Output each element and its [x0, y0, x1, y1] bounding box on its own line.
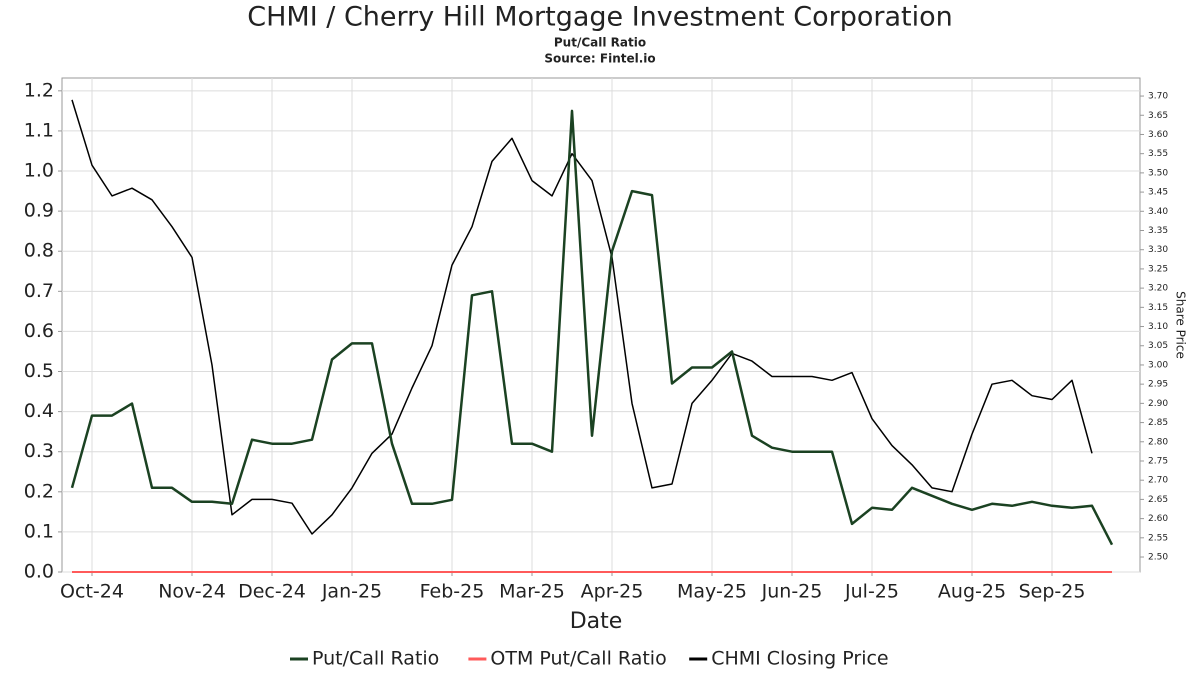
y2-tick-label: 3.30	[1148, 245, 1168, 255]
x-tick-label: Apr-25	[581, 581, 644, 603]
x-tick-label: Jul-25	[844, 581, 899, 603]
y-tick-label: 0.7	[24, 280, 54, 302]
y2-tick-label: 3.35	[1148, 226, 1168, 236]
y-tick-label: 0.4	[24, 400, 54, 422]
y2-tick-label: 3.00	[1148, 360, 1168, 370]
y2-tick-label: 3.25	[1148, 264, 1168, 274]
y-tick-label: 0.5	[24, 360, 54, 382]
y2-tick-label: 2.80	[1148, 437, 1168, 447]
y2-tick-label: 3.65	[1148, 111, 1168, 121]
y2-tick-label: 2.70	[1148, 476, 1168, 486]
y-tick-label: 1.2	[24, 79, 54, 101]
series-line	[70, 109, 1114, 546]
y2-tick-label: 2.85	[1148, 418, 1168, 428]
x-tick-label: Feb-25	[420, 581, 485, 603]
y-tick-label: 1.0	[24, 160, 54, 182]
legend-label: CHMI Closing Price	[711, 648, 888, 670]
x-tick-label: Mar-25	[499, 581, 565, 603]
chart-source: Source: Fintel.io	[544, 52, 655, 66]
y2-tick-label: 3.05	[1148, 341, 1168, 351]
y-tick-label: 0.2	[24, 480, 54, 502]
y2-tick-label: 2.90	[1148, 399, 1168, 409]
y2-tick-label: 3.45	[1148, 188, 1168, 198]
x-tick-label: Jan-25	[321, 581, 382, 603]
legend-label: Put/Call Ratio	[312, 648, 439, 670]
series-line	[71, 99, 1093, 535]
x-tick-label: Dec-24	[238, 581, 306, 603]
x-tick-label: Oct-24	[60, 581, 124, 603]
y2-tick-label: 3.10	[1148, 322, 1168, 332]
y2-tick-label: 2.60	[1148, 514, 1168, 524]
y2-axis-label: Share Price	[1174, 291, 1188, 359]
chart-subtitle: Put/Call Ratio	[554, 36, 646, 50]
y-tick-label: 0.8	[24, 240, 54, 262]
y2-tick-label: 3.40	[1148, 207, 1168, 217]
y2-tick-label: 2.65	[1148, 495, 1168, 505]
y2-tick-label: 2.50	[1148, 553, 1168, 563]
y2-tick-label: 2.75	[1148, 456, 1168, 466]
x-tick-label: Sep-25	[1019, 581, 1086, 603]
y2-tick-label: 3.60	[1148, 130, 1168, 140]
y2-tick-label: 3.15	[1148, 303, 1168, 313]
y-tick-label: 1.1	[24, 119, 54, 141]
x-tick-label: Aug-25	[938, 581, 1006, 603]
y2-tick-label: 2.55	[1148, 533, 1168, 543]
y2-tick-label: 2.95	[1148, 380, 1168, 390]
x-axis-label: Date	[570, 609, 623, 634]
y-tick-label: 0.0	[24, 561, 54, 583]
y2-tick-label: 3.20	[1148, 284, 1168, 294]
y2-tick-label: 3.50	[1148, 168, 1168, 178]
x-tick-label: Jun-25	[761, 581, 823, 603]
y-tick-label: 0.3	[24, 440, 54, 462]
x-tick-label: May-25	[677, 581, 747, 603]
x-tick-label: Nov-24	[158, 581, 226, 603]
plot-frame	[61, 77, 1141, 573]
y-tick-label: 0.6	[24, 320, 54, 342]
y2-tick-label: 3.55	[1148, 149, 1168, 159]
legend-label: OTM Put/Call Ratio	[490, 648, 666, 670]
y2-tick-label: 3.70	[1148, 92, 1168, 102]
y-tick-label: 0.9	[24, 200, 54, 222]
y-tick-label: 0.1	[24, 520, 54, 542]
chart-title: CHMI / Cherry Hill Mortgage Investment C…	[247, 2, 952, 33]
